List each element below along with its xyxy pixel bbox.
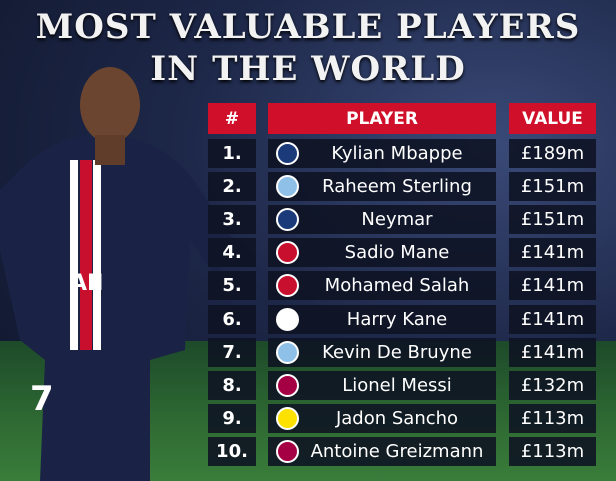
player-cell-text: Kevin De Bruyne xyxy=(322,341,472,363)
player-cell: Mohamed Salah xyxy=(268,271,496,301)
tottenham-crest-icon xyxy=(276,307,299,331)
liverpool-crest-icon xyxy=(276,241,299,265)
rank-cell-text: 8. xyxy=(222,374,242,396)
player-cell-text: Neymar xyxy=(361,209,433,231)
player-cell: Antoine Greizmann xyxy=(268,436,496,466)
value-cell: £151m xyxy=(509,172,596,202)
rank-cell: 4. xyxy=(208,238,256,268)
header-value: VALUE xyxy=(509,103,596,134)
rank-cell-text: 10. xyxy=(216,440,248,462)
value-cell: £141m xyxy=(509,271,596,301)
player-cell-text: Harry Kane xyxy=(346,308,448,330)
value-cell: £141m xyxy=(509,238,596,268)
rank-cell-text: 4. xyxy=(222,242,242,264)
rank-cell: 9. xyxy=(208,403,256,433)
barcelona-crest-icon xyxy=(276,439,299,463)
player-photo: 7 AII xyxy=(0,67,240,481)
value-cell-text: £141m xyxy=(520,242,585,264)
svg-text:AII: AII xyxy=(70,271,103,296)
rank-cell: 10. xyxy=(208,436,256,466)
player-cell: Neymar xyxy=(268,205,496,235)
value-cell-text: £151m xyxy=(520,209,585,231)
player-cell-text: Lionel Messi xyxy=(342,374,452,396)
player-cell: Kevin De Bruyne xyxy=(268,337,496,367)
player-cell-text: Mohamed Salah xyxy=(324,275,470,297)
player-cell-text: Jadon Sancho xyxy=(335,407,459,429)
rank-cell: 1. xyxy=(208,139,256,168)
value-cell: £151m xyxy=(509,205,596,235)
value-cell-text: £141m xyxy=(520,308,585,330)
player-cell: Jadon Sancho xyxy=(268,403,496,433)
header-rank: # xyxy=(208,103,256,134)
rank-cell-text: 5. xyxy=(222,275,242,297)
player-cell: Harry Kane xyxy=(268,304,496,334)
rank-cell: 8. xyxy=(208,370,256,400)
header-player: PLAYER xyxy=(268,103,496,134)
player-cell-text: Raheem Sterling xyxy=(322,176,472,198)
value-cell: £189m xyxy=(509,139,596,168)
rank-cell-text: 9. xyxy=(222,407,242,429)
rank-cell: 7. xyxy=(208,337,256,367)
dortmund-crest-icon xyxy=(276,406,299,430)
player-cell: Kylian Mbappe xyxy=(268,139,496,168)
rank-cell: 5. xyxy=(208,271,256,301)
psg-crest-icon xyxy=(276,142,299,165)
man-city-crest-icon xyxy=(276,175,299,199)
psg-crest-icon xyxy=(276,208,299,232)
value-cell: £141m xyxy=(509,337,596,367)
rank-cell-text: 6. xyxy=(222,308,242,330)
value-cell-text: £141m xyxy=(520,341,585,363)
player-cell: Raheem Sterling xyxy=(268,172,496,202)
value-cell-text: £113m xyxy=(520,440,585,462)
svg-text:7: 7 xyxy=(30,379,54,419)
rank-cell: 6. xyxy=(208,304,256,334)
player-cell-text: Antoine Greizmann xyxy=(310,440,484,462)
rank-cell: 2. xyxy=(208,172,256,202)
value-cell: £141m xyxy=(509,304,596,334)
player-cell: Lionel Messi xyxy=(268,370,496,400)
value-cell: £132m xyxy=(509,370,596,400)
value-cell-text: £151m xyxy=(520,176,585,198)
rank-cell-text: 2. xyxy=(222,176,242,198)
value-cell-text: £141m xyxy=(520,275,585,297)
rank-cell-text: 7. xyxy=(222,341,242,363)
value-cell: £113m xyxy=(509,403,596,433)
player-cell: Sadio Mane xyxy=(268,238,496,268)
liverpool-crest-icon xyxy=(276,274,299,298)
title-line-1: MOST VALUABLE PLAYERS xyxy=(35,7,581,47)
player-cell-text: Sadio Mane xyxy=(344,242,450,264)
rank-cell-text: 1. xyxy=(222,143,242,164)
value-cell-text: £189m xyxy=(520,143,585,164)
rank-cell-text: 3. xyxy=(222,209,242,231)
player-cell-text: Kylian Mbappe xyxy=(331,143,463,164)
value-cell: £113m xyxy=(509,436,596,466)
value-cell-text: £132m xyxy=(520,374,585,396)
title-line-2: IN THE WORLD xyxy=(150,49,466,89)
man-city-crest-icon xyxy=(276,340,299,364)
barcelona-crest-icon xyxy=(276,373,299,397)
value-cell-text: £113m xyxy=(520,407,585,429)
rank-cell: 3. xyxy=(208,205,256,235)
